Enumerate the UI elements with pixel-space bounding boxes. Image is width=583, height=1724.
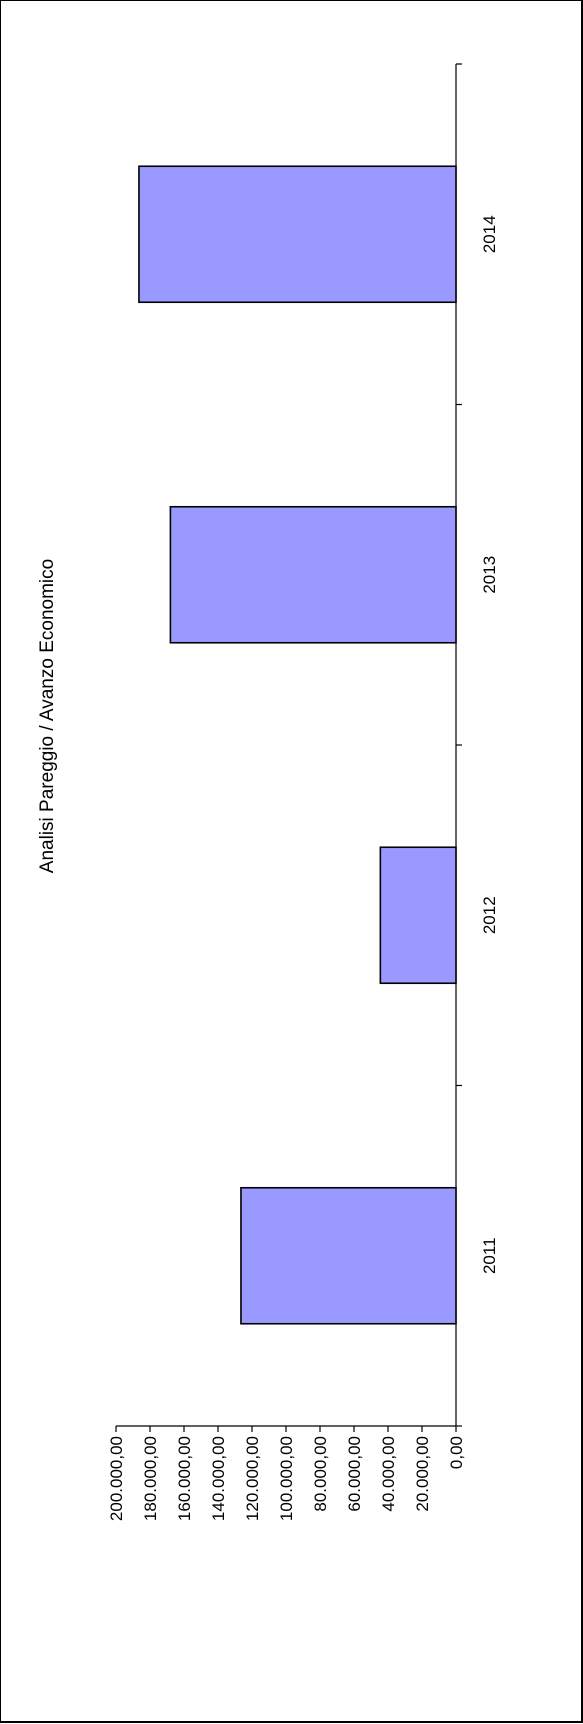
bar-2013 [169,505,457,644]
bar-2014 [138,165,457,304]
chart-title: Analisi Pareggio / Avanzo Economico [37,559,58,873]
value-tick-label: 40.000,00 [379,1436,398,1512]
value-tick-label: 60.000,00 [345,1436,364,1512]
bar-2011 [240,1186,457,1325]
bar-2012 [379,846,457,985]
category-labels: 2011 2012 2013 2014 [480,215,499,1274]
bars [138,165,457,1325]
value-tick-label: 0,00 [447,1436,466,1469]
category-label-2014: 2014 [480,215,499,253]
category-label-2013: 2013 [480,556,499,594]
value-tick-label: 200.000,00 [107,1436,126,1521]
value-tick-label: 120.000,00 [243,1436,262,1521]
value-tick-label: 140.000,00 [209,1436,228,1521]
value-tick-label: 80.000,00 [311,1436,330,1512]
category-label-2011: 2011 [480,1237,499,1274]
value-tick-label: 180.000,00 [141,1436,160,1521]
value-ticks: 0,00 20.000,00 40.000,00 60.000,00 80.000,00… [107,1426,466,1521]
value-tick-label: 20.000,00 [413,1436,432,1512]
value-tick-label: 100.000,00 [277,1436,296,1521]
category-label-2012: 2012 [480,896,499,934]
value-tick-label: 160.000,00 [175,1436,194,1521]
